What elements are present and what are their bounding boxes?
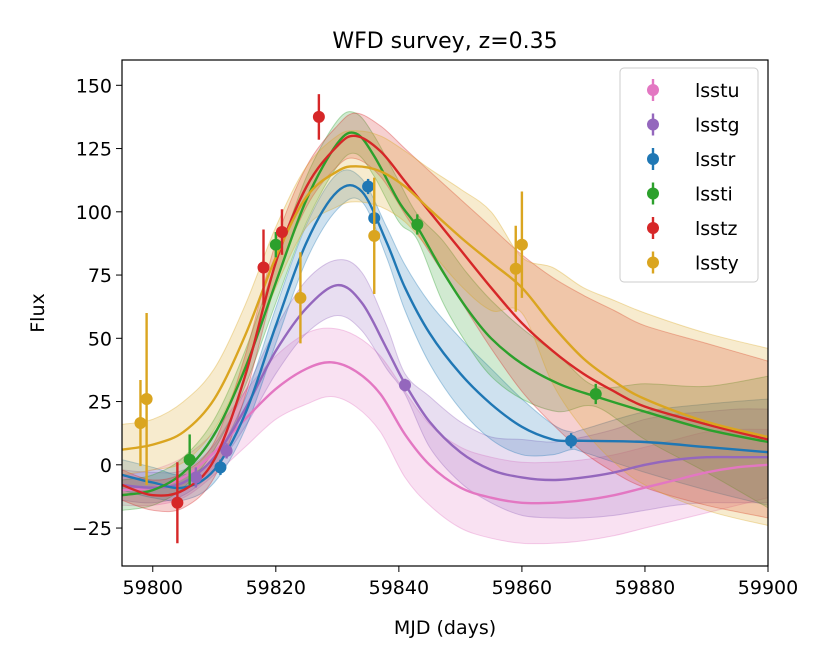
lsstz-point [275,226,288,239]
lsstz-point [257,261,270,274]
lssty-point [368,229,381,242]
legend-dot-lsstr [647,153,659,165]
y-tick-label: 25 [88,392,112,414]
chart-title: WFD survey, z=0.35 [332,29,557,54]
legend-label-lssty: lssty [695,253,739,275]
x-tick-label: 59840 [369,577,429,599]
legend-label-lsstz: lsstz [695,218,738,240]
legend-dot-lsstu [647,84,659,96]
lsstg-curve [122,283,768,489]
x-axis: 59800 59820 59840 59860 59880 59900 [123,566,798,599]
y-axis-label: Flux [27,293,49,333]
data-points [134,94,602,544]
lsstg-point [399,379,412,392]
lssty-point [134,417,147,430]
lsstr-band [122,169,768,506]
legend-dot-lsstg [647,118,659,131]
lssty-point [515,238,528,251]
y-tick-label: 75 [88,265,112,287]
legend-dot-lssty [647,256,659,269]
y-tick-label: 50 [88,328,112,350]
lsstg-point [189,471,202,484]
plot-frame [121,59,769,567]
lsstr-point [214,461,227,474]
lssty-point [509,262,522,275]
y-axis: −25 0 25 50 75 100 125 150 [72,75,122,540]
lsstu-curve [122,361,768,505]
legend-dot-lsstz [647,222,659,234]
lssti-curve [122,131,768,497]
y-tick-label: 100 [76,202,112,224]
lssty-point [294,291,307,304]
legend: lsstu lsstg lsstr lssti lsstz lssty [619,67,759,283]
x-tick-label: 59880 [615,577,675,599]
y-tick-label: 150 [76,75,112,97]
y-tick-label: 125 [76,139,112,161]
legend-dot-lssti [647,187,659,200]
legend-label-lsstu: lsstu [695,80,740,102]
lssty-curve [122,165,768,451]
lsstz-band [122,112,768,519]
lssti-point [269,238,282,251]
lsstz-point [312,110,325,123]
x-tick-label: 59900 [738,577,798,599]
lssti-band [122,111,768,511]
y-tick-label: −25 [72,518,112,540]
legend-label-lsstr: lsstr [695,149,736,171]
legend-label-lssti: lssti [695,184,733,206]
lsstz-curve [122,134,768,497]
lssti-point [183,453,196,466]
x-axis-label: MJD (days) [394,617,496,639]
lssti-point [589,387,602,400]
x-tick-label: 59860 [492,577,552,599]
lsstr-point [565,434,578,447]
lssty-point [140,393,153,406]
lsstz-point [171,496,184,509]
legend-label-lsstg: lsstg [695,115,740,137]
lsstg-band [122,259,768,519]
x-tick-label: 59820 [246,577,306,599]
x-tick-label: 59800 [123,577,183,599]
y-tick-label: 0 [100,455,112,477]
lssti-point [411,218,424,231]
lsstg-point [220,444,233,457]
lsstr-point [362,180,375,193]
